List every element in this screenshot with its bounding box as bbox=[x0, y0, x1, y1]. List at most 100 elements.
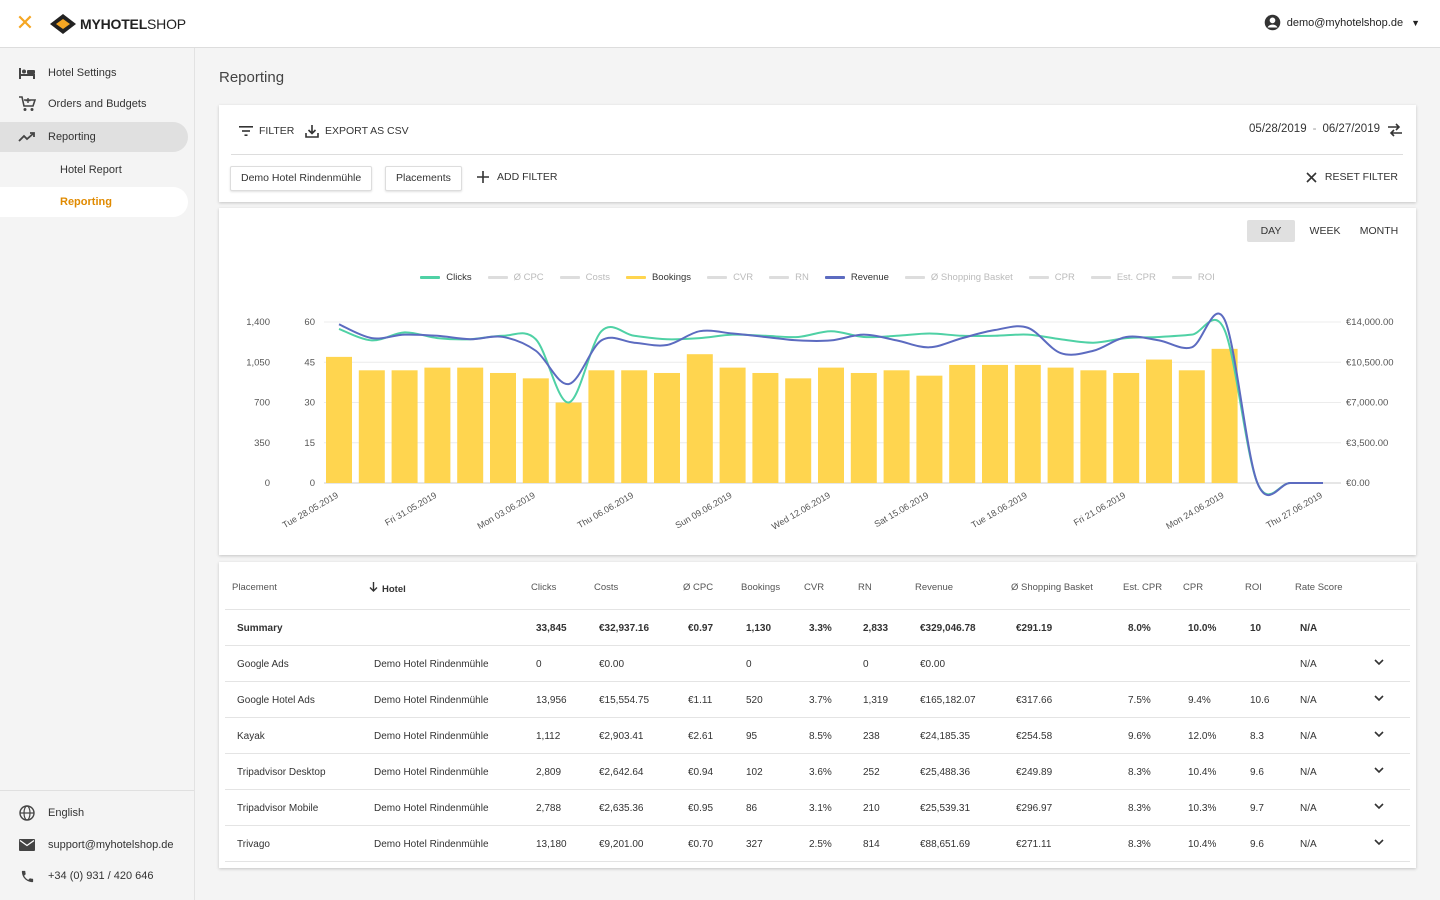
legend-item-roi[interactable]: ROI bbox=[1171, 272, 1215, 283]
reset-filter-label: RESET FILTER bbox=[1324, 171, 1398, 183]
user-menu[interactable]: demo@myhotelshop.de ▼ bbox=[1264, 14, 1420, 31]
sidebar-subitem-hotel-report[interactable]: Hotel Report bbox=[60, 164, 122, 176]
column-header[interactable]: CPR bbox=[1183, 582, 1204, 593]
granularity-day[interactable]: DAY bbox=[1247, 220, 1295, 242]
sidebar-item-reporting[interactable]: Reporting bbox=[0, 122, 188, 152]
column-header[interactable]: Placement bbox=[232, 582, 277, 593]
table-cell: N/A bbox=[1300, 731, 1317, 742]
column-header[interactable]: CVR bbox=[804, 582, 825, 593]
column-header[interactable]: ROI bbox=[1245, 582, 1262, 593]
support-phone-link[interactable]: +34 (0) 931 / 420 646 bbox=[0, 861, 188, 891]
legend-item-rn[interactable]: RN bbox=[769, 272, 809, 283]
expand-row-icon[interactable] bbox=[1372, 655, 1386, 669]
trending-up-icon bbox=[18, 128, 36, 146]
table-row[interactable]: Tripadvisor Mobile Demo Hotel Rindenmühle… bbox=[225, 790, 1410, 826]
expand-row-icon[interactable] bbox=[1372, 727, 1386, 741]
legend-item-shopping-basket[interactable]: Ø Shopping Basket bbox=[904, 272, 1013, 283]
filter-button[interactable]: FILTER bbox=[239, 123, 294, 139]
bookings-bar bbox=[424, 367, 451, 483]
bookings-bar bbox=[555, 402, 582, 483]
filter-chip-hotel[interactable]: Demo Hotel Rindenmühle bbox=[230, 166, 373, 191]
table-row[interactable]: Tripadvisor Desktop Demo Hotel Rindenmühl… bbox=[225, 754, 1410, 790]
language-selector[interactable]: English bbox=[0, 798, 188, 828]
column-header[interactable]: Bookings bbox=[741, 582, 781, 593]
date-range[interactable]: 05/28/2019-06/27/2019 bbox=[1249, 123, 1380, 135]
column-header[interactable]: Ø Shopping Basket bbox=[1011, 582, 1093, 593]
export-csv-button[interactable]: EXPORT AS CSV bbox=[305, 123, 409, 139]
chart-card: DAY WEEK MONTH Clicks Ø CPC Costs Bookings C… bbox=[219, 208, 1416, 555]
expand-row-icon[interactable] bbox=[1372, 691, 1386, 705]
legend-swatch bbox=[1028, 276, 1049, 279]
expand-row-icon[interactable] bbox=[1372, 799, 1386, 813]
filter-chip-placements[interactable]: Placements bbox=[385, 166, 462, 191]
table-row[interactable]: Google Hotel Ads Demo Hotel Rindenmühle 13… bbox=[225, 682, 1410, 718]
column-header[interactable]: Est. CPR bbox=[1123, 582, 1163, 593]
column-header[interactable]: Ø CPC bbox=[683, 582, 714, 593]
legend-label: Ø Shopping Basket bbox=[930, 272, 1013, 283]
expand-row-icon[interactable] bbox=[1372, 835, 1386, 849]
column-header[interactable]: Rate Score bbox=[1295, 582, 1343, 593]
support-email-link[interactable]: support@myhotelshop.de bbox=[0, 830, 188, 860]
table-cell: 3.3% bbox=[809, 623, 832, 634]
table-row[interactable]: Kayak Demo Hotel Rindenmühle 1,112 €2,903.4… bbox=[225, 718, 1410, 754]
x-tick-label: Sat 15.06.2019 bbox=[873, 490, 931, 529]
table-cell: 1,112 bbox=[536, 731, 561, 742]
sidebar-item-orders-budgets[interactable]: Orders and Budgets bbox=[0, 89, 188, 119]
column-header[interactable]: RN bbox=[858, 582, 872, 593]
bookings-bar bbox=[522, 378, 549, 483]
filter-button-label: FILTER bbox=[259, 125, 295, 137]
table-cell: €32,937.16 bbox=[599, 623, 650, 634]
y-tick-label-revenue: €0.00 bbox=[1346, 478, 1370, 489]
clicks-line bbox=[338, 319, 1323, 496]
legend-item-bookings[interactable]: Bookings bbox=[625, 272, 691, 283]
sidebar-item-label: Reporting bbox=[48, 131, 96, 143]
table-cell: N/A bbox=[1300, 659, 1317, 670]
bookings-bar bbox=[588, 370, 615, 483]
page-title: Reporting bbox=[219, 69, 285, 86]
sidebar-subitem-reporting[interactable]: Reporting bbox=[0, 187, 188, 217]
table-row[interactable]: Google Ads Demo Hotel Rindenmühle 0 €0.00 0 0… bbox=[225, 646, 1410, 682]
y-tick-label-clicks: 350 bbox=[254, 438, 270, 449]
phone-icon bbox=[18, 867, 36, 885]
chevron-down-icon: ▼ bbox=[1411, 17, 1420, 28]
date-separator: - bbox=[1312, 123, 1317, 135]
table-cell: Demo Hotel Rindenmühle bbox=[374, 803, 489, 814]
table-cell: 9.6 bbox=[1250, 839, 1264, 850]
legend-item-cvr[interactable]: CVR bbox=[707, 272, 753, 283]
legend-label: Costs bbox=[585, 272, 610, 283]
close-menu-icon[interactable]: ✕ bbox=[15, 10, 35, 35]
granularity-month[interactable]: MONTH bbox=[1359, 225, 1399, 237]
column-header[interactable]: Hotel bbox=[369, 582, 406, 595]
table-cell: €15,554.75 bbox=[599, 695, 650, 706]
performance-chart: 1,400 60 €14,000.00 1,050 45 €10,500.00 700 30 €… bbox=[246, 312, 1394, 532]
table-cell: Demo Hotel Rindenmühle bbox=[374, 731, 489, 742]
column-header[interactable]: Costs bbox=[594, 582, 619, 593]
table-cell: 10.4% bbox=[1188, 839, 1217, 850]
logo[interactable]: MYHOTELSHOP bbox=[50, 13, 186, 35]
legend-item-cpc[interactable]: Ø CPC bbox=[487, 272, 544, 283]
bookings-bar bbox=[621, 370, 648, 483]
sidebar: Hotel Settings Orders and Budgets Report… bbox=[0, 48, 195, 900]
column-header[interactable]: Revenue bbox=[915, 582, 954, 593]
expand-row-icon[interactable] bbox=[1372, 763, 1386, 777]
table-row[interactable]: Trivago Demo Hotel Rindenmühle 13,180 €9,20… bbox=[225, 826, 1410, 862]
column-header[interactable]: Clicks bbox=[531, 582, 557, 593]
placements-table: Placement Hotel Clicks Costs Ø CPC Bookings CV… bbox=[219, 562, 1416, 868]
table-cell: N/A bbox=[1300, 839, 1317, 850]
table-cell: 12.0% bbox=[1188, 731, 1217, 742]
table-cell: 8.0% bbox=[1128, 623, 1151, 634]
legend-item-costs[interactable]: Costs bbox=[559, 272, 610, 283]
add-filter-button[interactable]: ADD FILTER bbox=[477, 171, 557, 183]
sidebar-item-hotel-settings[interactable]: Hotel Settings bbox=[0, 58, 188, 88]
legend-item-revenue[interactable]: Revenue bbox=[824, 272, 889, 283]
legend-item-cpr[interactable]: CPR bbox=[1028, 272, 1075, 283]
granularity-week[interactable]: WEEK bbox=[1309, 225, 1341, 237]
bookings-bar bbox=[916, 375, 943, 483]
legend-item-clicks[interactable]: Clicks bbox=[420, 272, 472, 283]
compare-arrows-icon[interactable] bbox=[1386, 122, 1404, 138]
table-cell: Google Ads bbox=[237, 659, 289, 670]
reset-filter-button[interactable]: RESET FILTER bbox=[1306, 171, 1398, 183]
table-cell: 2.5% bbox=[809, 839, 832, 850]
legend-item-est-cpr[interactable]: Est. CPR bbox=[1090, 272, 1156, 283]
table-cell: 10.0% bbox=[1188, 623, 1217, 634]
